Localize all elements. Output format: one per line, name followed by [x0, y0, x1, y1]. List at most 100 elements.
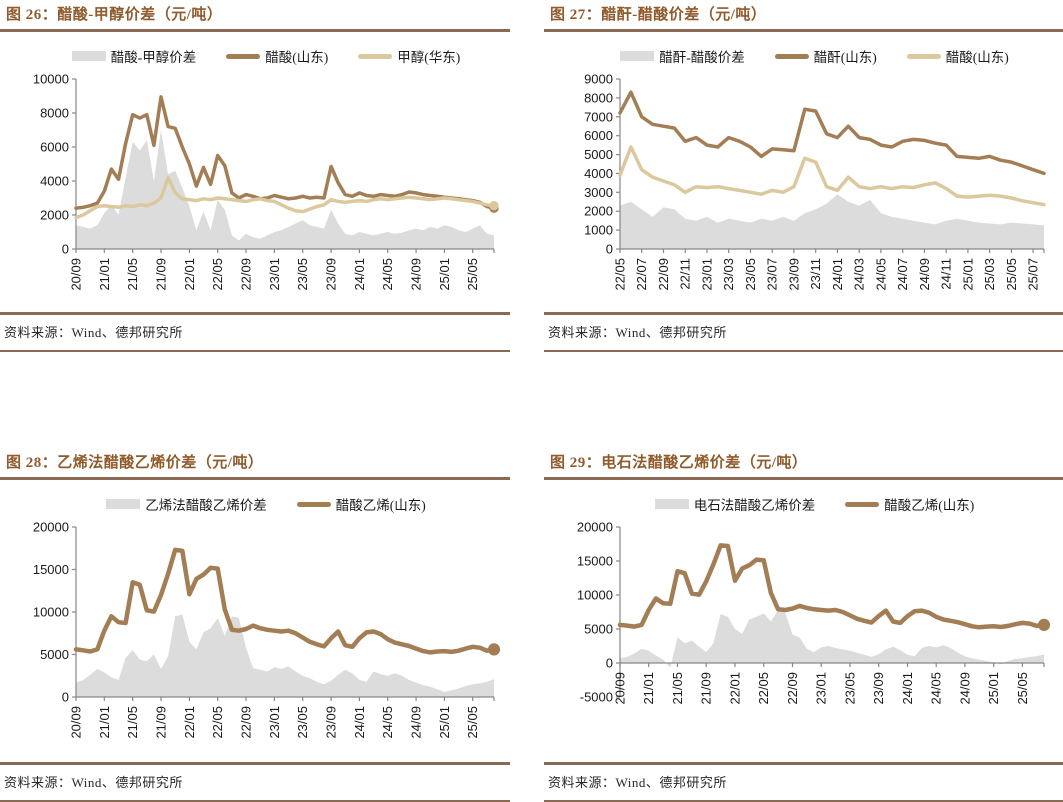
svg-text:25/07: 25/07 [1026, 258, 1041, 291]
svg-text:25/01: 25/01 [960, 258, 975, 291]
svg-text:5000: 5000 [584, 147, 613, 162]
svg-text:8000: 8000 [584, 90, 613, 105]
svg-text:21/01: 21/01 [641, 672, 656, 705]
svg-text:23/09: 23/09 [786, 258, 801, 291]
figure-panel-28: 图 28：乙烯法醋酸乙烯价差（元/吨） 乙烯法醋酸乙烯价差 醋酸乙烯(山东) 0 5… [0, 448, 510, 802]
chart-body: 乙烯法醋酸乙烯价差 醋酸乙烯(山东) 0 5000 10000 15000 20000 20… [22, 480, 510, 759]
svg-text:25/01: 25/01 [986, 672, 1001, 705]
svg-text:22/09: 22/09 [785, 672, 800, 705]
svg-text:22/01: 22/01 [182, 706, 197, 739]
svg-text:24/01: 24/01 [352, 258, 367, 291]
svg-text:23/01: 23/01 [700, 258, 715, 291]
svg-text:6000: 6000 [40, 140, 69, 155]
legend-label: 醋酸乙烯(山东) [335, 498, 426, 513]
svg-text:21/05: 21/05 [125, 258, 140, 291]
svg-text:23/01: 23/01 [267, 258, 282, 291]
svg-text:23/09: 23/09 [324, 258, 339, 291]
svg-text:0: 0 [62, 690, 69, 705]
legend-label: 醋酸乙烯(山东) [884, 498, 975, 513]
svg-text:24/01: 24/01 [900, 672, 915, 705]
svg-text:21/09: 21/09 [699, 672, 714, 705]
svg-text:21/01: 21/01 [97, 258, 112, 291]
source-note: 资料来源：Wind、德邦研究所 [0, 762, 510, 802]
chart-legend: 醋酸-甲醇价差 醋酸(山东) 甲醇(华东) [22, 45, 510, 67]
svg-text:-5000: -5000 [580, 690, 613, 705]
svg-text:15000: 15000 [33, 562, 69, 577]
svg-text:22/05: 22/05 [210, 706, 225, 739]
price-spread-chart-27: 0 1000 2000 3000 4000 5000 6000 7000 8000 9000 22/… [584, 72, 1046, 291]
svg-text:10000: 10000 [33, 72, 69, 87]
legend-label: 乙烯法醋酸乙烯价差 [145, 498, 267, 513]
svg-text:5000: 5000 [40, 647, 69, 662]
svg-text:24/07: 24/07 [895, 258, 910, 291]
svg-text:23/05: 23/05 [295, 706, 310, 739]
svg-text:21/05: 21/05 [670, 672, 685, 705]
legend-area-swatch [106, 499, 141, 509]
legend-area-swatch [71, 51, 106, 61]
svg-text:6000: 6000 [584, 128, 613, 143]
figure-title: 图 27：醋酐-醋酸价差（元/吨） [544, 0, 1063, 32]
svg-text:0: 0 [606, 242, 613, 257]
chart-legend: 电石法醋酸乙烯价差 醋酸乙烯(山东) [566, 493, 1063, 515]
legend-item: 甲醇(华东) [358, 46, 460, 66]
svg-text:21/09: 21/09 [154, 706, 169, 739]
svg-text:3000: 3000 [584, 185, 613, 200]
svg-text:22/09: 22/09 [656, 258, 671, 291]
svg-text:22/09: 22/09 [239, 706, 254, 739]
svg-text:22/05: 22/05 [210, 258, 225, 291]
legend-area-swatch [620, 51, 655, 61]
svg-text:25/05: 25/05 [465, 258, 480, 291]
svg-text:22/01: 22/01 [728, 672, 743, 705]
svg-text:23/03: 23/03 [721, 258, 736, 291]
chart-body: 醋酐-醋酸价差 醋酐(山东) 醋酸(山东) 0 1000 2000 3000 4000 500… [566, 32, 1063, 311]
svg-text:9000: 9000 [584, 72, 613, 87]
price-spread-chart-29: -5000 0 5000 10000 15000 20000 20/09 21/01 21/05… [577, 520, 1051, 705]
legend-area-swatch [654, 499, 689, 509]
svg-text:24/09: 24/09 [409, 258, 424, 291]
svg-text:1000: 1000 [584, 223, 613, 238]
svg-text:23/09: 23/09 [871, 672, 886, 705]
legend-item: 电石法醋酸乙烯价差 [654, 494, 815, 514]
svg-text:20000: 20000 [577, 520, 613, 535]
svg-text:24/09: 24/09 [957, 672, 972, 705]
legend-line-swatch [774, 53, 809, 59]
svg-text:20/09: 20/09 [69, 706, 84, 739]
legend-item: 醋酸(山东) [226, 46, 328, 66]
svg-text:23/01: 23/01 [267, 706, 282, 739]
legend-item: 醋酸乙烯(山东) [296, 494, 426, 514]
legend-label: 醋酐-醋酸价差 [659, 50, 745, 65]
svg-text:24/05: 24/05 [380, 706, 395, 739]
source-note: 资料来源：Wind、德邦研究所 [544, 312, 1063, 352]
legend-line-swatch [906, 53, 941, 59]
figure-title: 图 28：乙烯法醋酸乙烯价差（元/吨） [0, 448, 510, 480]
chart-legend: 乙烯法醋酸乙烯价差 醋酸乙烯(山东) [22, 493, 510, 515]
svg-text:21/05: 21/05 [125, 706, 140, 739]
legend-label: 醋酸(山东) [265, 50, 329, 65]
svg-text:20000: 20000 [33, 520, 69, 535]
svg-text:23/09: 23/09 [324, 706, 339, 739]
svg-text:21/01: 21/01 [97, 706, 112, 739]
svg-text:21/09: 21/09 [154, 258, 169, 291]
figure-title: 图 26：醋酸-甲醇价差（元/吨） [0, 0, 510, 32]
svg-text:4000: 4000 [584, 166, 613, 181]
svg-text:2000: 2000 [584, 204, 613, 219]
svg-text:8000: 8000 [40, 106, 69, 121]
legend-line-swatch [296, 501, 331, 507]
svg-text:22/05: 22/05 [613, 258, 628, 291]
svg-text:4000: 4000 [40, 174, 69, 189]
svg-text:23/11: 23/11 [808, 258, 823, 290]
svg-text:25/01: 25/01 [437, 258, 452, 291]
figure-panel-29: 图 29：电石法醋酸乙烯价差（元/吨） 电石法醋酸乙烯价差 醋酸乙烯(山东) -5… [544, 448, 1063, 802]
svg-text:22/09: 22/09 [239, 258, 254, 291]
svg-text:0: 0 [606, 656, 613, 671]
figure-panel-27: 图 27：醋酐-醋酸价差（元/吨） 醋酐-醋酸价差 醋酐(山东) 醋酸(山东) 0 1… [544, 0, 1063, 352]
price-spread-chart-28: 0 5000 10000 15000 20000 20/09 21/01 21/05 21/09… [33, 520, 501, 739]
legend-line-swatch [226, 53, 261, 59]
svg-text:24/09: 24/09 [409, 706, 424, 739]
chart-body: 醋酸-甲醇价差 醋酸(山东) 甲醇(华东) 0 2000 4000 6000 8000 100… [22, 32, 510, 311]
svg-text:23/05: 23/05 [295, 258, 310, 291]
svg-text:23/05: 23/05 [743, 258, 758, 291]
svg-text:25/05: 25/05 [1004, 258, 1019, 291]
svg-text:22/11: 22/11 [678, 258, 693, 290]
